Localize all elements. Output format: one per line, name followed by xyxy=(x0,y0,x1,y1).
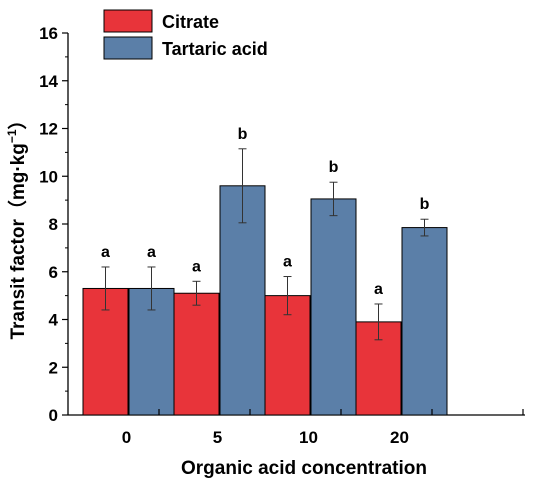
y-axis-title: Transit factor（mg·kg−1） xyxy=(5,110,29,339)
legend-label-tartaric: Tartaric acid xyxy=(162,39,268,59)
y-tick-label: 4 xyxy=(49,311,59,330)
x-axis-title: Organic acid concentration xyxy=(181,458,427,479)
significance-label: a xyxy=(101,244,110,261)
significance-label: b xyxy=(238,126,248,143)
y-tick-label: 0 xyxy=(49,406,58,425)
y-tick-label: 14 xyxy=(39,72,58,91)
bar xyxy=(128,287,175,416)
y-tick-label: 16 xyxy=(39,24,58,43)
significance-label: a xyxy=(374,281,383,298)
x-tick-label: 20 xyxy=(390,428,409,447)
legend-label-citrate: Citrate xyxy=(162,12,219,32)
significance-label: a xyxy=(147,244,156,261)
x-tick-label: 0 xyxy=(122,428,131,447)
legend-swatch-tartaric xyxy=(103,36,153,60)
bar xyxy=(264,295,311,416)
y-tick-label: 8 xyxy=(49,215,58,234)
bar xyxy=(219,185,266,416)
significance-label: a xyxy=(192,258,201,275)
y-tick-label: 6 xyxy=(49,263,58,282)
chart-bars: a a a b a b a b xyxy=(82,126,448,416)
y-tick-label: 10 xyxy=(39,167,58,186)
significance-label: b xyxy=(420,196,430,213)
y-axis-title-sup: −1 xyxy=(5,129,19,143)
significance-label: b xyxy=(329,159,339,176)
bar xyxy=(401,227,448,416)
chart-legend: Citrate Tartaric acid xyxy=(103,9,268,60)
bar xyxy=(310,198,357,416)
x-tick-label: 5 xyxy=(213,428,222,447)
y-axis-title-main: Transit factor（mg·kg xyxy=(6,143,29,339)
y-tick-label: 2 xyxy=(49,358,58,377)
bar xyxy=(355,321,402,416)
chart-ticks: 0 2 4 6 8 10 12 14 16 0 5 10 20 xyxy=(39,24,524,447)
y-axis-title-end: ） xyxy=(6,110,29,129)
bar xyxy=(173,292,220,416)
significance-label: a xyxy=(283,254,292,271)
x-tick-label: 10 xyxy=(299,428,318,447)
legend-swatch-citrate xyxy=(103,9,153,33)
y-tick-label: 12 xyxy=(39,120,58,139)
